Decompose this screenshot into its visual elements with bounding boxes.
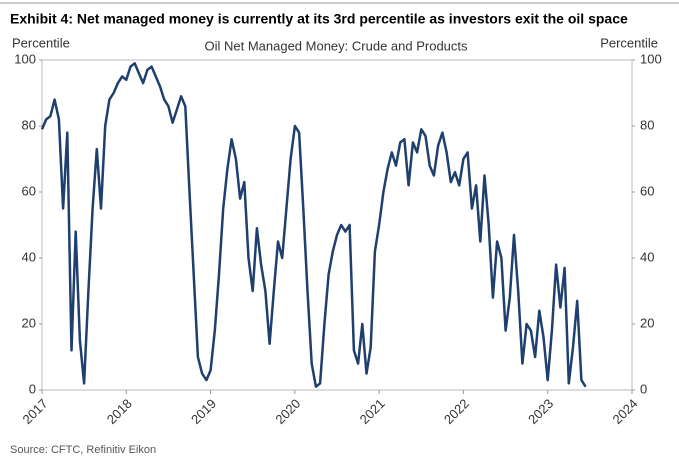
source: Source: CFTC, Refinitiv Eikon [10,444,156,456]
y2-tick-label: 40 [640,249,654,264]
y2-axis-label: Percentile [600,35,658,50]
y2-tick-label: 60 [640,183,654,198]
x-tick-label: 2018 [104,396,135,427]
x-tick-label: 2022 [441,396,472,427]
x-tick-label: 2023 [525,396,556,427]
y-axis-label: Percentile [12,35,70,50]
chart-title: Exhibit 4: Net managed money is currentl… [10,11,628,27]
x-tick-label: 2020 [272,396,303,427]
y-tick-label: 80 [22,117,36,132]
y-tick-label: 100 [14,51,36,66]
y2-tick-label: 20 [640,315,654,330]
y-tick-label: 60 [22,183,36,198]
y-tick-label: 0 [29,381,36,396]
y-tick-label: 40 [22,249,36,264]
x-tick-label: 2021 [357,396,388,427]
y2-tick-label: 80 [640,117,654,132]
y2-tick-label: 100 [640,51,662,66]
x-tick-label: 2017 [19,396,50,427]
x-tick-label: 2019 [188,396,219,427]
chart-subtitle: Oil Net Managed Money: Crude and Product… [204,38,468,53]
y2-tick-label: 0 [640,381,647,396]
y-tick-label: 20 [22,315,36,330]
x-tick-label: 2024 [609,396,640,427]
plot-frame [41,59,633,391]
series-line [40,62,587,388]
